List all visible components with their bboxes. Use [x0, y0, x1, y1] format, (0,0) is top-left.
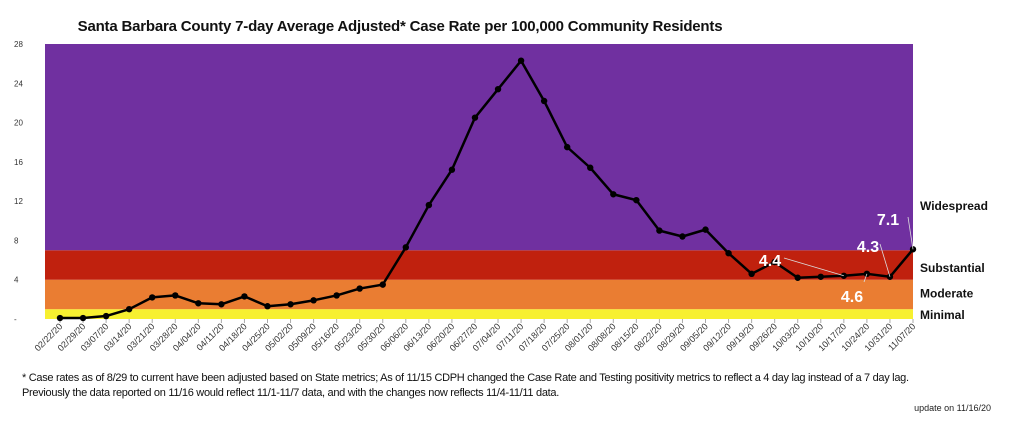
band-moderate [45, 279, 913, 310]
data-point [356, 285, 363, 292]
legend-label-moderate: Moderate [920, 286, 974, 300]
update-date: update on 11/16/20 [914, 403, 991, 413]
y-tick-label: 24 [14, 79, 23, 88]
data-point [725, 249, 732, 257]
y-tick-label: 12 [14, 197, 23, 206]
annotation-leader [783, 257, 844, 277]
y-tick-label: 4 [14, 276, 19, 285]
legend-label-substantial: Substantial [920, 261, 985, 275]
data-point [863, 270, 871, 278]
data-point [748, 270, 755, 278]
series-line [60, 59, 914, 320]
data-point [172, 292, 179, 299]
annotation-label: 4.3 [857, 239, 879, 256]
band-minimal [45, 309, 913, 319]
data-point [402, 244, 410, 251]
y-tick-label: - [14, 315, 17, 324]
chart-title: Santa Barbara County 7-day Average Adjus… [77, 18, 723, 35]
data-point [656, 227, 663, 234]
footnote-line-2: Previously the data reported on 11/16 wo… [22, 387, 559, 399]
data-point [587, 164, 594, 171]
data-point [633, 196, 640, 204]
data-point [817, 273, 824, 280]
footnote: * Case rates as of 8/29 to current have … [22, 371, 909, 401]
data-point [218, 301, 225, 308]
y-tick-label: 20 [14, 119, 23, 128]
data-point [540, 97, 548, 105]
annotation-leader [907, 216, 914, 250]
annotation-label: 4.6 [841, 289, 863, 306]
data-point [679, 233, 686, 240]
annotation-label: 7.1 [877, 212, 899, 229]
y-tick-label: 28 [14, 40, 23, 49]
data-point [563, 143, 571, 151]
data-point [125, 305, 133, 313]
data-point [379, 281, 386, 288]
data-point [264, 303, 271, 310]
annotation-leader [879, 243, 891, 277]
data-point [79, 314, 87, 322]
band-substantial [45, 250, 913, 280]
data-point [702, 226, 709, 233]
legend-label-widespread: Widespread [920, 199, 988, 213]
annotation-label: 4.4 [759, 253, 781, 270]
footnote-line-1: * Case rates as of 8/29 to current have … [22, 372, 909, 384]
data-point [794, 274, 801, 281]
legend-label-minimal: Minimal [920, 308, 965, 322]
y-tick-label: 16 [14, 158, 23, 167]
data-point [241, 293, 248, 300]
annotation-leader [863, 273, 868, 283]
data-point [56, 314, 64, 322]
data-point [149, 294, 156, 301]
data-point [287, 301, 294, 308]
data-point [448, 166, 456, 173]
data-point [310, 297, 317, 304]
data-point [610, 191, 617, 198]
data-point [195, 300, 202, 307]
data-point [471, 114, 479, 121]
data-point [425, 201, 433, 209]
data-point [494, 85, 502, 93]
data-point [102, 312, 110, 320]
data-point [333, 292, 340, 299]
y-tick-label: 8 [14, 236, 19, 245]
band-widespread [45, 44, 913, 251]
data-point [771, 258, 778, 266]
data-point [517, 57, 525, 64]
